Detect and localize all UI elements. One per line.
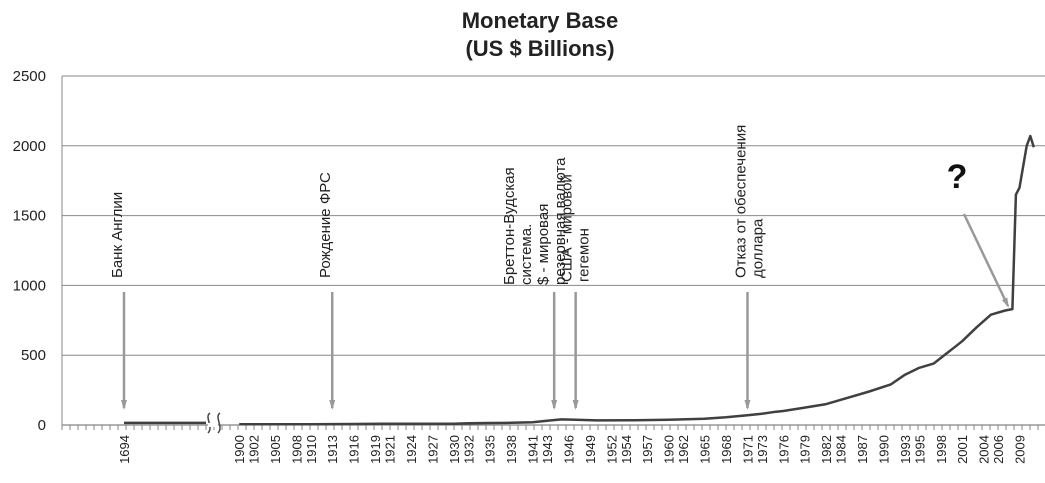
annotation: Отказ от обеспечения доллара	[732, 125, 766, 410]
series-line	[239, 134, 1035, 426]
x-tick-label: 1905	[268, 435, 283, 464]
x-tick-label: 1971	[740, 435, 755, 464]
x-tick-label: 1998	[934, 435, 949, 464]
annotation-text: США - мировой	[559, 174, 576, 282]
y-axis-ticks: 0 500 1000 1500 2000 2500	[13, 68, 46, 434]
x-tick-label: 1910	[304, 435, 319, 464]
y-tick-label: 2500	[13, 68, 46, 85]
y-tick-label: 2000	[13, 138, 46, 155]
x-tick-label: 1938	[504, 435, 519, 464]
annotation-text: Отказ от обеспечения	[732, 125, 749, 278]
x-tick-label: 1949	[583, 435, 598, 464]
annotation: Банк Англии	[109, 192, 127, 410]
x-tick-label: 1930	[447, 435, 462, 464]
x-tick-label: 1908	[289, 435, 304, 464]
x-tick-label: 2004	[977, 435, 992, 464]
x-tick-label: 1968	[719, 435, 734, 464]
x-tick-label: 1973	[755, 435, 770, 464]
chart-title-line-2: (US $ Billions)	[465, 36, 614, 61]
annotation-text: система.	[518, 224, 535, 285]
x-tick-label: 1960	[662, 435, 677, 464]
x-tick-label: 1902	[246, 435, 261, 464]
x-tick-label: 1919	[368, 435, 383, 464]
x-tick-label: 1927	[425, 435, 440, 464]
x-tick-label: 1924	[404, 435, 419, 464]
x-tick-label: 1984	[834, 435, 849, 464]
annotation: Рождение ФРС	[317, 172, 336, 410]
x-tick-label: 1993	[898, 435, 913, 464]
x-tick-label: 1987	[855, 435, 870, 464]
x-tick-label: 1957	[640, 435, 655, 464]
x-tick-label: 1921	[383, 435, 398, 464]
x-tick-label: 1976	[776, 435, 791, 464]
y-tick-label: 1000	[13, 277, 46, 294]
annotation-text: $ - мировая	[535, 204, 552, 285]
x-tick-label: 1916	[347, 435, 362, 464]
annotation-text: Бреттон-Вудская	[501, 167, 518, 285]
x-tick-label: 2001	[955, 435, 970, 464]
annotation-text: Рождение ФРС	[317, 172, 334, 278]
x-tick-label: 1935	[483, 435, 498, 464]
chart-title-line-1: Monetary Base	[462, 8, 619, 33]
annotation: Бреттон-Вудская система. $ - мировая резерв…	[501, 157, 569, 410]
annotations: Банк Англии Рождение ФРС Бреттон-Вудская си…	[109, 125, 766, 410]
y-tick-label: 1500	[13, 208, 46, 225]
x-tick-label: 1954	[619, 435, 634, 464]
chart-title: Monetary Base (US $ Billions)	[462, 8, 619, 61]
x-tick-label: 1990	[876, 435, 891, 464]
series-layer	[124, 134, 1035, 426]
annotation-text: гегемон	[576, 228, 593, 282]
axis-break-icon	[207, 412, 221, 434]
y-tick-label: 500	[21, 347, 46, 364]
annotation-text: доллара	[749, 218, 766, 278]
x-tick-label: 1943	[540, 435, 555, 464]
x-tick-label: 1946	[561, 435, 576, 464]
x-tick-label: 1962	[676, 435, 691, 464]
x-axis: 1694 1900 1902 1905 1908 1910 1913 1916 1919 1921…	[61, 412, 1039, 464]
x-tick-label: 2006	[991, 435, 1006, 464]
annotation: США - мировой гегемон	[559, 174, 593, 410]
x-tick-label: 1965	[698, 435, 713, 464]
x-tick-label: 1932	[461, 435, 476, 464]
y-grid	[61, 75, 1045, 426]
annotation-text: резервная валюта	[552, 157, 569, 285]
x-tick-label: 1694	[117, 435, 132, 464]
callout-arrow	[962, 213, 1010, 308]
x-tick-label: 1913	[325, 435, 340, 464]
annotation-text: Банк Англии	[109, 192, 126, 278]
x-tick-label: 2009	[1013, 435, 1028, 464]
x-tick-label: 1941	[526, 435, 541, 464]
x-tick-label: 1952	[604, 435, 619, 464]
callout: ?	[947, 158, 1010, 308]
x-tick-label: 1995	[912, 435, 927, 464]
callout-question-mark: ?	[947, 158, 968, 196]
x-tick-label: 1979	[798, 435, 813, 464]
y-tick-label: 0	[38, 417, 46, 434]
x-tick-label: 1982	[819, 435, 834, 464]
x-tick-label: 1900	[232, 435, 247, 464]
